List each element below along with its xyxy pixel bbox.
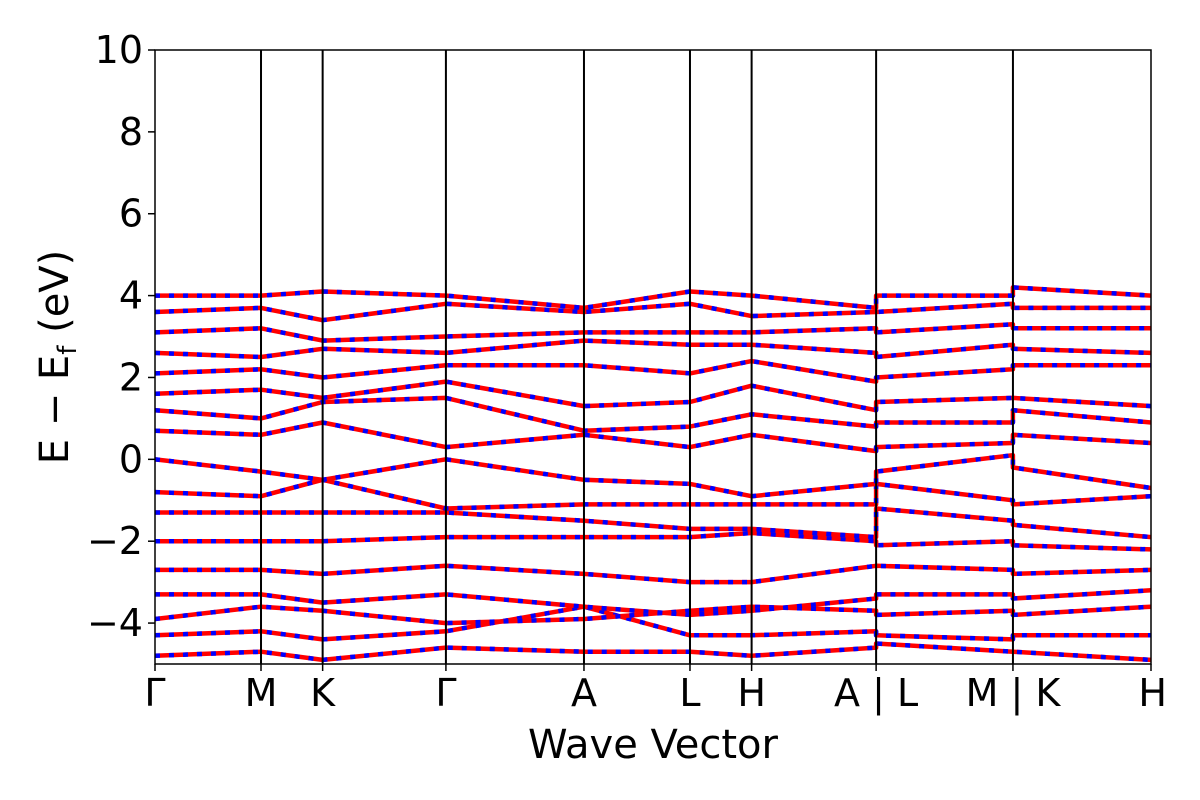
y-tick-label: 4 bbox=[119, 274, 143, 318]
bands-layer bbox=[155, 285, 1151, 663]
band-2-red bbox=[155, 604, 1151, 626]
band-6-red bbox=[155, 506, 1151, 540]
y-axis: −4 −2 0 2 4 6 8 10 bbox=[87, 28, 155, 645]
y-axis-label-unit: (eV) bbox=[32, 250, 78, 346]
x-tick-label: M | K bbox=[966, 671, 1062, 716]
y-tick-label: −4 bbox=[87, 601, 143, 645]
y-tick-label: 0 bbox=[119, 437, 143, 481]
y-tick-label: 6 bbox=[119, 192, 143, 236]
y-axis-label-subscript: f bbox=[53, 345, 83, 355]
band-12-blue bbox=[155, 358, 1151, 384]
band-6-blue bbox=[155, 506, 1151, 540]
plot-frame bbox=[154, 49, 1152, 665]
band-8-red bbox=[155, 452, 1151, 499]
x-tick-label: A bbox=[571, 671, 597, 715]
x-tick-label: Γ bbox=[435, 671, 456, 715]
x-tick-label: H bbox=[737, 671, 766, 715]
band-15-red bbox=[155, 301, 1151, 323]
band-4-red bbox=[155, 563, 1151, 585]
x-tick-label: L bbox=[679, 671, 700, 715]
band-0-red bbox=[155, 641, 1151, 663]
x-axis-label: Wave Vector bbox=[528, 722, 779, 768]
x-tick-label: Γ bbox=[144, 671, 165, 715]
x-tick-label: A | L bbox=[834, 671, 918, 716]
band-13-red bbox=[155, 338, 1151, 360]
y-axis-label-main: E − E bbox=[32, 355, 78, 465]
y-tick-label: 8 bbox=[119, 110, 143, 154]
x-tick-label: K bbox=[310, 671, 336, 715]
band-2-blue bbox=[155, 604, 1151, 626]
y-tick-label: −2 bbox=[87, 519, 143, 563]
x-tick-label: M bbox=[245, 671, 278, 715]
kpath-divider-lines bbox=[260, 50, 1014, 664]
band-3-blue bbox=[155, 588, 1151, 618]
band-8-blue bbox=[155, 452, 1151, 499]
band-5-red bbox=[155, 530, 1151, 552]
y-axis-label: E − Ef (eV) bbox=[32, 250, 83, 465]
y-tick-label: 2 bbox=[119, 355, 143, 399]
y-tick-label: 10 bbox=[95, 28, 143, 72]
band-14-blue bbox=[155, 322, 1151, 343]
band-13-blue bbox=[155, 338, 1151, 360]
band-14-red bbox=[155, 322, 1151, 343]
x-tick-label: H bbox=[1138, 671, 1167, 715]
band-5-blue bbox=[155, 530, 1151, 552]
